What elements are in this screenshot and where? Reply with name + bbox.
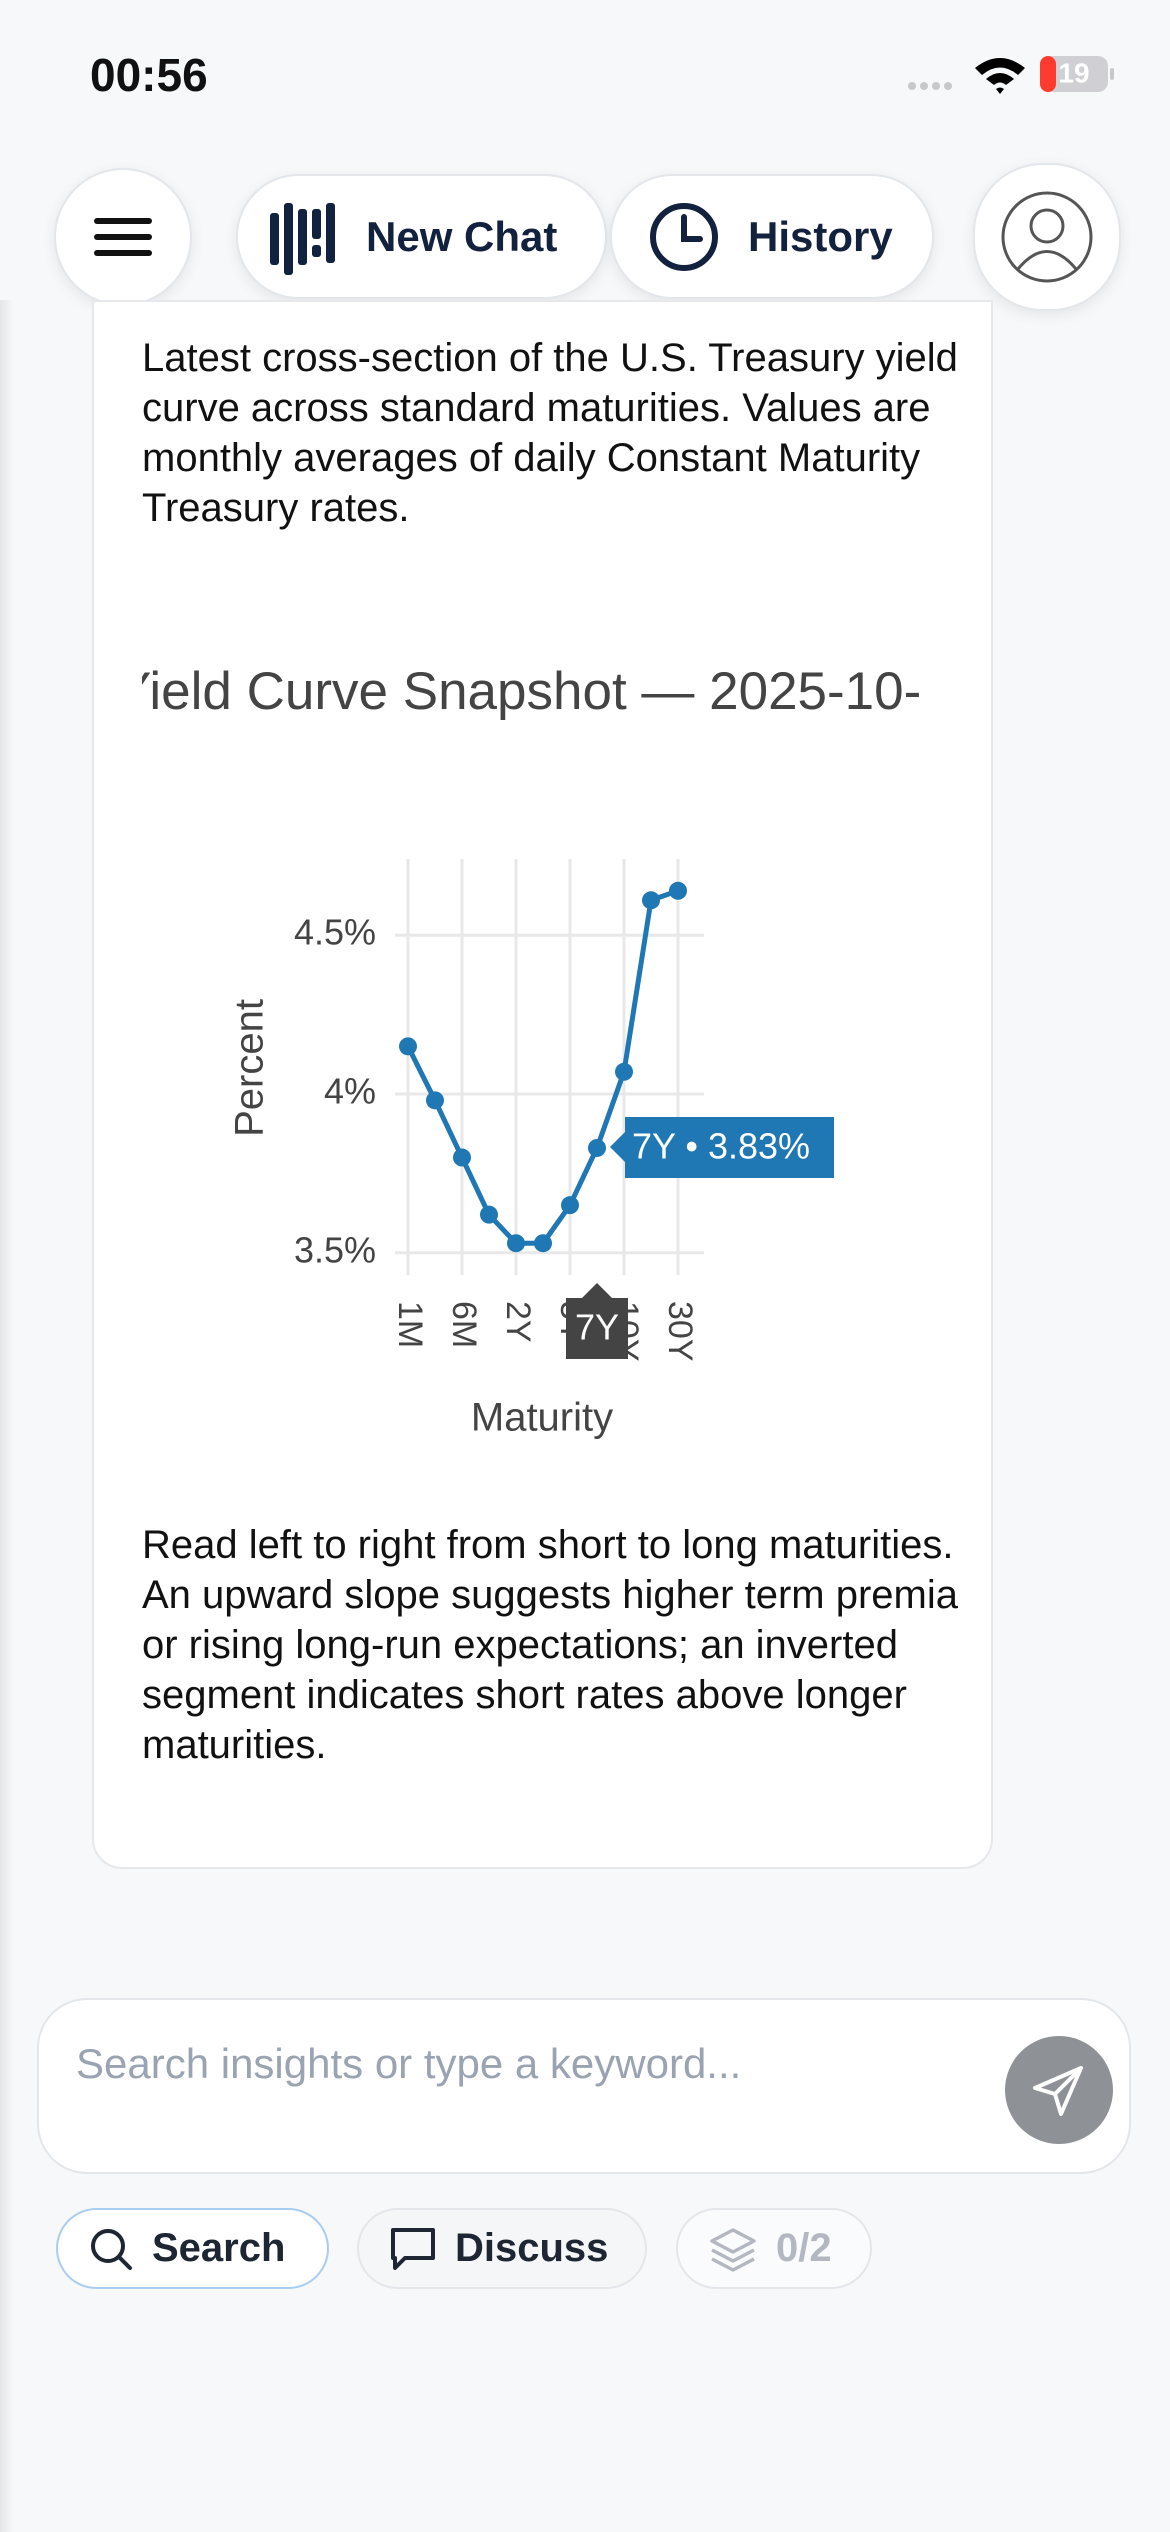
- discuss-icon: [391, 2227, 435, 2270]
- hover-x-box: [566, 1283, 628, 1359]
- discuss-action[interactable]: Discuss: [357, 2208, 647, 2289]
- series-line: [405, 888, 679, 1246]
- outro-text: Read left to right from short to long ma…: [142, 1523, 958, 1767]
- history-label: History: [748, 212, 893, 260]
- x-tick-label: 1M: [391, 1301, 429, 1348]
- menu-icon: [94, 218, 152, 256]
- title-clip: Yield Curve Snapshot — 2025-10-: [142, 655, 952, 727]
- profile-button[interactable]: [973, 163, 1121, 311]
- layers-icon: [710, 2227, 756, 2272]
- search-label: Search: [152, 2226, 286, 2270]
- y-tick-label: 4.5%: [294, 912, 376, 953]
- x-tick-label: 2Y: [499, 1301, 537, 1343]
- status-time: 00:56: [90, 49, 208, 101]
- history-button[interactable]: History: [610, 174, 934, 299]
- x-axis-label: Maturity: [471, 1396, 613, 1440]
- chart: 3.5%4%4.5%1M6M2Y5Y10Y30YPercentMaturity7…: [228, 859, 834, 1440]
- new-chat-button[interactable]: New Chat: [236, 174, 607, 299]
- search-input[interactable]: Search insights or type a keyword...: [37, 1998, 1131, 2174]
- logo-icon: [270, 202, 335, 275]
- battery-level: 19: [1058, 57, 1089, 88]
- y-axis-label: Percent: [228, 999, 272, 1137]
- status-icons: 19: [908, 56, 1114, 94]
- data-point: [669, 881, 687, 900]
- search-action[interactable]: Search: [56, 2208, 329, 2289]
- y-tick-label: 3.5%: [294, 1229, 376, 1270]
- new-chat-label: New Chat: [366, 212, 558, 260]
- x-tick-label: 6M: [445, 1301, 483, 1348]
- profile-icon: [1001, 191, 1093, 283]
- x-tick-label: 30Y: [661, 1301, 699, 1362]
- sources-label: 0/2: [776, 2226, 832, 2270]
- data-point: [507, 1234, 525, 1253]
- data-point: [426, 1091, 444, 1110]
- discuss-label: Discuss: [455, 2226, 609, 2270]
- clock-icon: [650, 202, 718, 271]
- data-point: [615, 1062, 633, 1081]
- hover-x-label: 7Y: [575, 1307, 619, 1348]
- hover-box: [610, 1117, 834, 1178]
- hover-label: 7Y • 3.83%: [632, 1126, 810, 1167]
- send-button[interactable]: [1005, 2036, 1113, 2144]
- y-tick-label: 4%: [324, 1071, 376, 1112]
- message-card: [92, 300, 993, 1869]
- data-point: [561, 1196, 579, 1215]
- data-point: [453, 1148, 471, 1167]
- data-point: [399, 1037, 417, 1056]
- data-point: [588, 1138, 606, 1157]
- data-point: [480, 1205, 498, 1224]
- data-point: [534, 1234, 552, 1253]
- search-icon: [91, 2228, 132, 2270]
- data-point: [642, 891, 660, 910]
- input-placeholder: Search insights or type a keyword...: [76, 2040, 742, 2087]
- intro-text: Latest cross-section of the U.S. Treasur…: [142, 336, 958, 530]
- edge-shadow: [0, 300, 14, 2532]
- sources-action[interactable]: 0/2: [676, 2208, 872, 2289]
- chart-title: Yield Curve Snapshot — 2025-10-: [142, 662, 922, 721]
- menu-button[interactable]: [54, 168, 192, 306]
